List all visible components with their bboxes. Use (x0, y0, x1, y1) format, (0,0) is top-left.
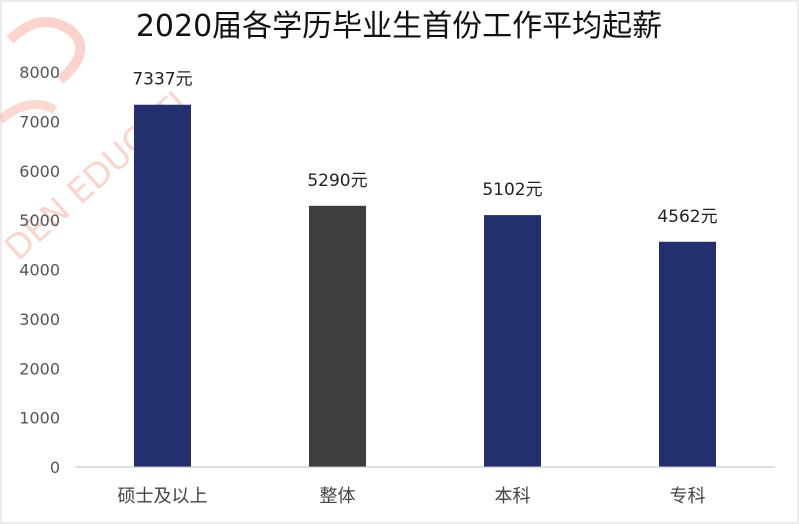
data-label: 5290元 (307, 171, 367, 191)
watermark-stroke-2 (0, 99, 58, 124)
bar (309, 205, 366, 467)
x-tick-label: 本科 (495, 486, 531, 507)
y-tick-label: 4000 (19, 261, 60, 280)
y-tick-label: 6000 (19, 162, 60, 181)
x-tick-label: 整体 (320, 486, 356, 507)
y-axis: 0 1000 2000 3000 4000 5000 6000 7000 8000 (19, 63, 60, 477)
bar (484, 215, 541, 467)
watermark-stroke-1 (6, 17, 86, 84)
x-tick-label: 专科 (670, 486, 706, 507)
x-tick-label: 硕士及以上 (118, 486, 208, 507)
data-label: 5102元 (482, 180, 542, 200)
chart-title: 2020届各学历毕业生首份工作平均起薪 (136, 9, 662, 44)
bar-series (134, 104, 716, 467)
x-axis: 硕士及以上 整体 本科 专科 (75, 466, 775, 507)
data-labels: 7337元 5290元 5102元 4562元 (132, 70, 717, 227)
y-tick-label: 0 (50, 458, 60, 477)
bar (659, 241, 716, 467)
y-tick-label: 8000 (19, 63, 60, 82)
y-tick-label: 5000 (19, 211, 60, 230)
bar (134, 104, 191, 467)
data-label: 4562元 (657, 207, 717, 227)
y-tick-label: 7000 (19, 112, 60, 131)
y-tick-label: 1000 (19, 409, 60, 428)
y-tick-label: 2000 (19, 359, 60, 378)
y-tick-label: 3000 (19, 310, 60, 329)
data-label: 7337元 (132, 70, 192, 90)
